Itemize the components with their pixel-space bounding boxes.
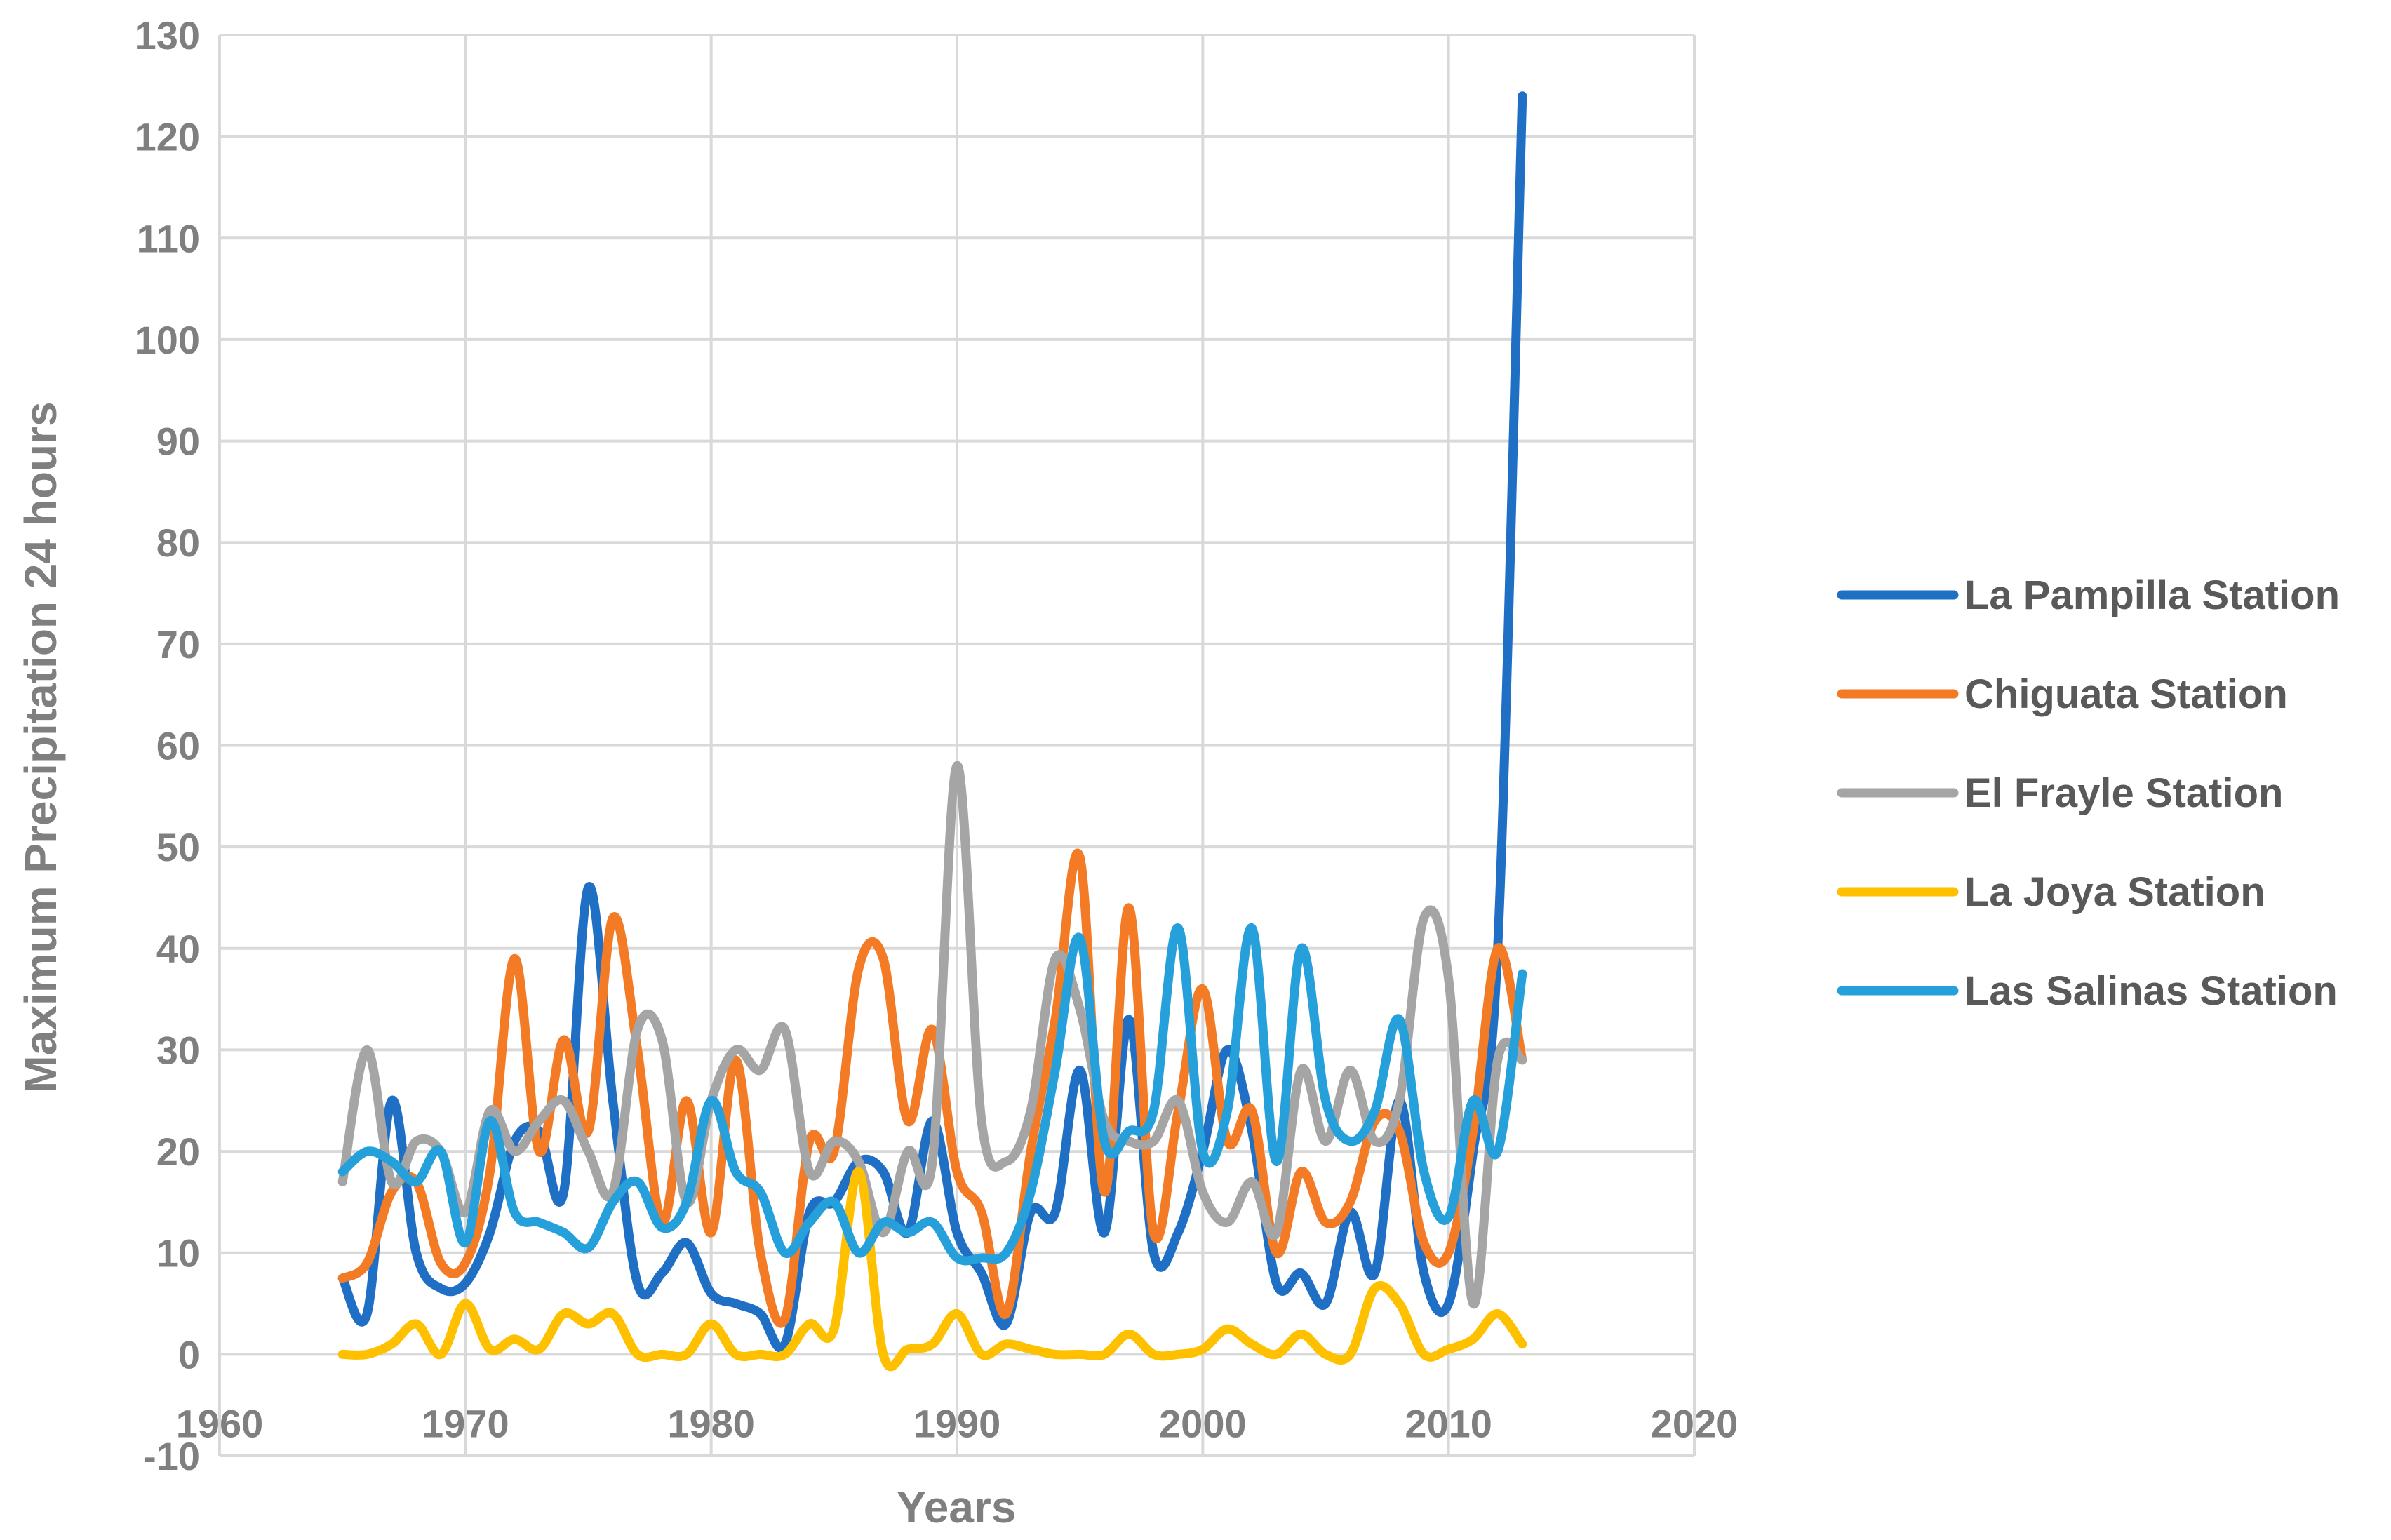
y-tick-label: 0 — [178, 1332, 200, 1377]
series-line-5 — [337, 923, 1527, 1266]
legend-label: El Frayle Station — [1964, 770, 2283, 816]
x-tick-label: 1990 — [913, 1401, 1001, 1445]
y-tick-label: 30 — [156, 1028, 200, 1072]
y-tick-label: 60 — [156, 724, 200, 768]
y-tick-label: 50 — [156, 825, 200, 869]
legend-label: Las Salinas Station — [1964, 968, 2338, 1014]
x-tick-label: 1960 — [176, 1401, 264, 1445]
legend-label: La Joya Station — [1964, 869, 2265, 915]
y-tick-label: 80 — [156, 521, 200, 565]
series-lines — [337, 91, 1527, 1372]
x-tick-label: 2020 — [1651, 1401, 1739, 1445]
y-tick-label: 120 — [135, 115, 200, 159]
y-tick-label: 40 — [156, 927, 200, 971]
y-tick-label: 70 — [156, 622, 200, 667]
y-tick-label: 100 — [135, 318, 200, 362]
y-tick-label: -10 — [143, 1434, 200, 1478]
y-axis-tick-labels: -10 0 10 20 30 40 50 60 70 80 90 100 110 120 130 — [135, 13, 200, 1478]
y-tick-label: 130 — [135, 13, 200, 58]
y-tick-label: 20 — [156, 1130, 200, 1174]
x-tick-label: 1980 — [667, 1401, 755, 1445]
x-axis-tick-labels: 1960 1970 1980 1990 2000 2010 2020 — [176, 1401, 1739, 1445]
y-tick-label: 110 — [137, 216, 200, 260]
series-line-1 — [337, 91, 1527, 1353]
legend: La Pampilla Station Chiguata Station El Fr… — [1837, 573, 2340, 1014]
grid-lines — [218, 34, 1696, 1457]
series-line-4 — [337, 1167, 1527, 1372]
y-axis-title: Maximum Precipitation 24 hours — [15, 401, 66, 1092]
x-tick-label: 1970 — [422, 1401, 509, 1445]
x-tick-label: 2000 — [1159, 1401, 1247, 1445]
legend-label: La Pampilla Station — [1964, 573, 2340, 618]
x-axis-title: Years — [897, 1482, 1017, 1532]
legend-label: Chiguata Station — [1964, 671, 2288, 717]
y-tick-label: 10 — [156, 1231, 200, 1275]
y-tick-label: 90 — [156, 420, 200, 464]
series-line-3 — [337, 761, 1527, 1309]
x-tick-label: 2010 — [1405, 1401, 1492, 1445]
